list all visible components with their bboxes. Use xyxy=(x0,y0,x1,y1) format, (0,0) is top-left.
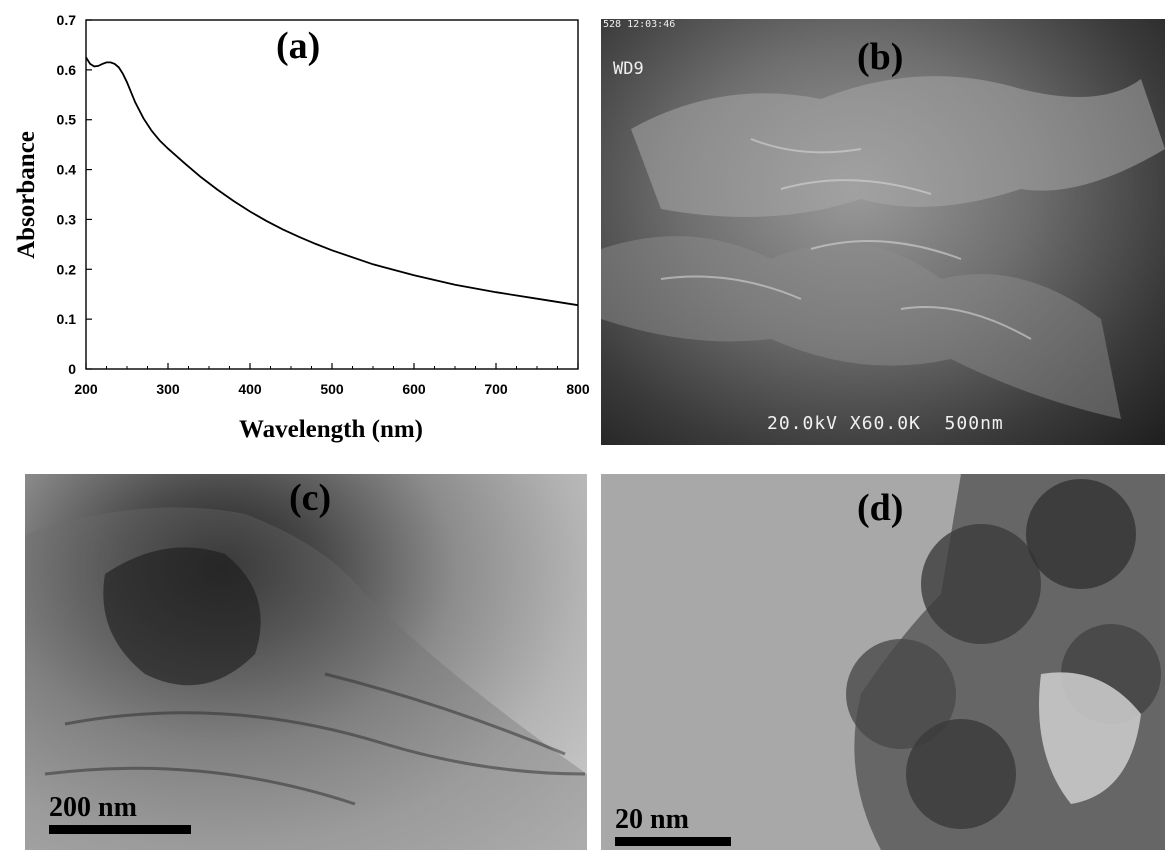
scale-bar-c xyxy=(49,825,191,834)
panel-label-a: (a) xyxy=(276,25,321,67)
scale-bar-d xyxy=(615,837,731,846)
y-tick-label: 0.6 xyxy=(57,62,77,78)
x-axis-label: Wavelength (nm) xyxy=(239,416,423,443)
panel-label-b: (b) xyxy=(857,36,904,78)
absorbance-chart-panel: 200 300 400 500 600 700 800 0 0.1 0.2 0.3 0.4 0.5 0.6… xyxy=(0,0,600,450)
tem-image-panel-c: (c) 200 nm xyxy=(25,474,587,850)
absorbance-chart: 200 300 400 500 600 700 800 0 0.1 0.2 0.3 0.4 0.5 0.6… xyxy=(13,12,590,443)
y-axis-label: Absorbance xyxy=(13,131,40,259)
panel-label-d: (d) xyxy=(857,487,904,529)
x-tick-label: 800 xyxy=(566,381,590,397)
sem-texture xyxy=(601,76,1165,419)
x-tick-label: 500 xyxy=(320,381,344,397)
y-tick-label: 0.1 xyxy=(57,311,77,327)
tem-texture-c xyxy=(25,507,587,850)
y-tick-label: 0.3 xyxy=(57,211,77,227)
absorbance-curve xyxy=(85,56,579,307)
sem-footer: 20.0kV X60.0K 500nm xyxy=(767,413,1004,434)
panel-label-c: (c) xyxy=(289,477,332,519)
tem-texture-d xyxy=(846,474,1165,850)
x-tick-label: 600 xyxy=(402,381,426,397)
tem-image-panel-d: (d) 20 nm xyxy=(601,474,1165,850)
x-tick-label: 300 xyxy=(156,381,180,397)
scale-label-c: 200 nm xyxy=(49,792,137,823)
x-tick-label: 400 xyxy=(238,381,262,397)
plot-frame xyxy=(85,19,579,370)
sem-image-panel: 528 12:03:46 WD9 20.0kV X60.0K 500nm (b) xyxy=(601,19,1165,445)
y-tick-label: 0.2 xyxy=(57,261,77,277)
x-tick-label: 200 xyxy=(74,381,98,397)
sem-timestamp: 528 12:03:46 xyxy=(603,19,676,30)
y-tick-label: 0 xyxy=(68,361,76,377)
scale-label-d: 20 nm xyxy=(615,804,689,835)
sem-wd-label: WD9 xyxy=(613,59,644,79)
y-tick-label: 0.5 xyxy=(57,112,77,128)
y-tick-label: 0.4 xyxy=(57,162,77,178)
x-tick-label: 700 xyxy=(484,381,508,397)
y-tick-label: 0.7 xyxy=(57,12,77,28)
